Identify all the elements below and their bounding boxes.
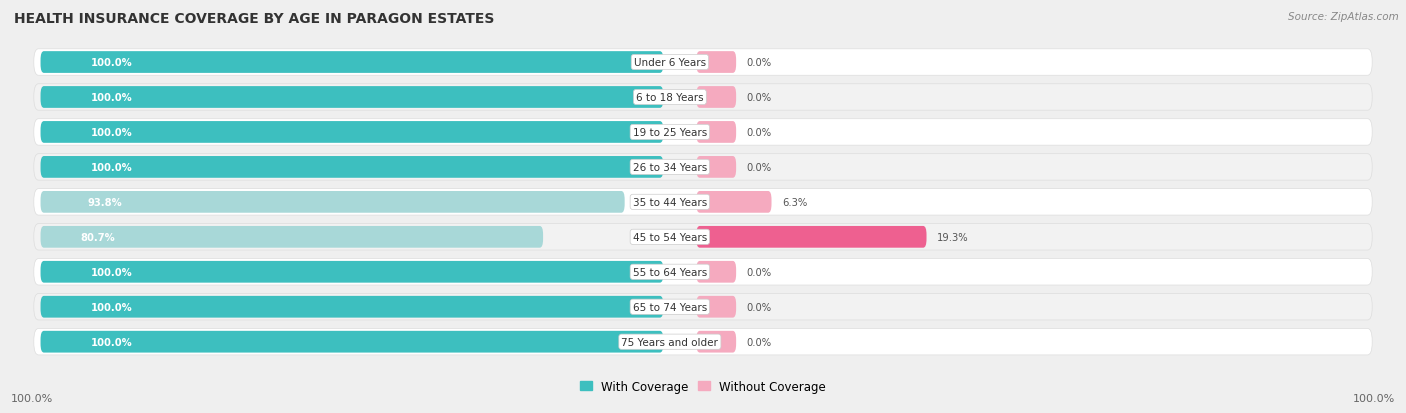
Text: 100.0%: 100.0% <box>90 162 132 173</box>
Text: HEALTH INSURANCE COVERAGE BY AGE IN PARAGON ESTATES: HEALTH INSURANCE COVERAGE BY AGE IN PARA… <box>14 12 495 26</box>
FancyBboxPatch shape <box>41 331 664 353</box>
Text: 0.0%: 0.0% <box>747 162 772 173</box>
FancyBboxPatch shape <box>696 192 772 213</box>
Text: 93.8%: 93.8% <box>87 197 122 207</box>
Text: 0.0%: 0.0% <box>747 267 772 277</box>
Text: 80.7%: 80.7% <box>80 232 115 242</box>
FancyBboxPatch shape <box>41 192 624 213</box>
FancyBboxPatch shape <box>41 122 664 143</box>
Text: 0.0%: 0.0% <box>747 337 772 347</box>
Text: 65 to 74 Years: 65 to 74 Years <box>633 302 707 312</box>
FancyBboxPatch shape <box>34 50 1372 76</box>
Text: 55 to 64 Years: 55 to 64 Years <box>633 267 707 277</box>
Text: 19.3%: 19.3% <box>938 232 969 242</box>
Text: 6 to 18 Years: 6 to 18 Years <box>636 93 703 103</box>
FancyBboxPatch shape <box>696 87 737 109</box>
FancyBboxPatch shape <box>34 154 1372 180</box>
Text: 35 to 44 Years: 35 to 44 Years <box>633 197 707 207</box>
FancyBboxPatch shape <box>41 226 543 248</box>
FancyBboxPatch shape <box>41 296 664 318</box>
FancyBboxPatch shape <box>34 259 1372 285</box>
FancyBboxPatch shape <box>696 331 737 353</box>
FancyBboxPatch shape <box>34 119 1372 146</box>
Text: Under 6 Years: Under 6 Years <box>634 58 706 68</box>
FancyBboxPatch shape <box>696 52 737 74</box>
Text: 0.0%: 0.0% <box>747 302 772 312</box>
Text: 6.3%: 6.3% <box>782 197 807 207</box>
FancyBboxPatch shape <box>696 261 737 283</box>
Text: 100.0%: 100.0% <box>1353 393 1395 403</box>
Text: 45 to 54 Years: 45 to 54 Years <box>633 232 707 242</box>
FancyBboxPatch shape <box>41 157 664 178</box>
Text: 100.0%: 100.0% <box>11 393 53 403</box>
Text: 0.0%: 0.0% <box>747 93 772 103</box>
Legend: With Coverage, Without Coverage: With Coverage, Without Coverage <box>575 375 831 397</box>
Text: 0.0%: 0.0% <box>747 128 772 138</box>
Text: 100.0%: 100.0% <box>90 302 132 312</box>
Text: 75 Years and older: 75 Years and older <box>621 337 718 347</box>
Text: 19 to 25 Years: 19 to 25 Years <box>633 128 707 138</box>
FancyBboxPatch shape <box>34 294 1372 320</box>
FancyBboxPatch shape <box>34 224 1372 250</box>
FancyBboxPatch shape <box>41 52 664 74</box>
Text: 100.0%: 100.0% <box>90 267 132 277</box>
FancyBboxPatch shape <box>41 261 664 283</box>
FancyBboxPatch shape <box>34 189 1372 216</box>
Text: 100.0%: 100.0% <box>90 337 132 347</box>
FancyBboxPatch shape <box>696 122 737 143</box>
Text: Source: ZipAtlas.com: Source: ZipAtlas.com <box>1288 12 1399 22</box>
Text: 100.0%: 100.0% <box>90 93 132 103</box>
FancyBboxPatch shape <box>34 329 1372 355</box>
Text: 26 to 34 Years: 26 to 34 Years <box>633 162 707 173</box>
FancyBboxPatch shape <box>41 87 664 109</box>
FancyBboxPatch shape <box>696 157 737 178</box>
Text: 0.0%: 0.0% <box>747 58 772 68</box>
Text: 100.0%: 100.0% <box>90 128 132 138</box>
Text: 100.0%: 100.0% <box>90 58 132 68</box>
FancyBboxPatch shape <box>696 296 737 318</box>
FancyBboxPatch shape <box>34 85 1372 111</box>
FancyBboxPatch shape <box>696 226 927 248</box>
